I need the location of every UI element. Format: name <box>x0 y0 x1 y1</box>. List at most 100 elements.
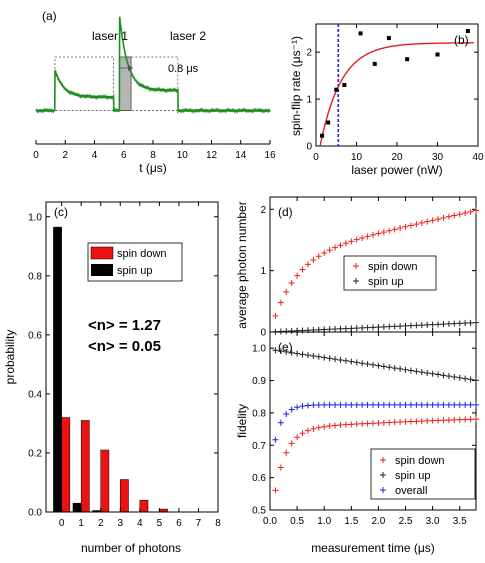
data-point <box>380 229 387 236</box>
bar-spin-down <box>61 417 71 513</box>
x-tick-label: 3.5 <box>453 516 467 527</box>
data-point <box>326 355 333 362</box>
data-point <box>413 368 420 375</box>
plot-frame <box>45 201 219 513</box>
data-point <box>353 325 360 332</box>
data-point <box>272 436 279 443</box>
data-point <box>435 417 442 424</box>
data-point <box>467 319 474 326</box>
data-point <box>386 401 393 408</box>
data-point <box>299 430 306 437</box>
x-tick-label: 30 <box>432 152 444 163</box>
data-point <box>386 419 393 426</box>
data-point <box>283 348 290 355</box>
mean-spin-down: <n> = 1.27 <box>88 317 161 334</box>
data-point <box>435 371 442 378</box>
data-point <box>364 233 371 240</box>
data-point <box>456 320 463 327</box>
data-point <box>413 221 420 228</box>
data-point <box>445 401 452 408</box>
data-point <box>435 52 440 57</box>
data-point <box>397 225 404 232</box>
x-tick-label: 5 <box>157 518 163 529</box>
y-tick-label: 0.8 <box>28 271 42 282</box>
data-point <box>418 369 425 376</box>
x-tick-label: 2.5 <box>399 516 413 527</box>
data-point <box>429 417 436 424</box>
data-point <box>380 323 387 330</box>
data-point <box>326 120 331 125</box>
data-point <box>375 401 382 408</box>
data-point <box>413 418 420 425</box>
data-point <box>326 401 333 408</box>
panel-c: 0 1 2 3 4 5 6 7 8 0.0 0.2 0.4 0.6 0.8 1.0 spin down spin… <box>3 201 221 555</box>
data-point <box>424 417 431 424</box>
data-point <box>429 401 436 408</box>
legend-box <box>370 448 476 500</box>
x-tick-label: 12 <box>206 150 218 161</box>
legend-label-spin-up: spin up <box>368 276 403 288</box>
y-tick-label: 0.5 <box>252 506 266 517</box>
data-point <box>462 320 469 327</box>
data-point <box>407 418 414 425</box>
data-point <box>375 362 382 369</box>
data-point <box>440 214 447 221</box>
data-point <box>418 401 425 408</box>
panel-e: 0.0 0.5 1.0 1.5 2.0 2.5 3.0 3.50.50.60.70.80.91… <box>235 331 479 555</box>
data-point <box>424 321 431 328</box>
panel-label: (b) <box>454 33 469 47</box>
data-point <box>321 354 328 361</box>
data-point <box>456 374 463 381</box>
data-point <box>364 361 371 368</box>
panel-label: (c) <box>54 205 68 219</box>
data-point <box>364 324 371 331</box>
data-point <box>359 324 366 331</box>
x-tick-label: 2 <box>98 518 104 529</box>
data-point <box>332 326 339 333</box>
data-point <box>375 324 382 331</box>
data-point <box>386 323 393 330</box>
data-point <box>348 325 355 332</box>
data-point <box>380 487 386 493</box>
data-point <box>299 266 306 273</box>
x-tick-label: 8 <box>215 518 221 529</box>
x-axis-label: measurement time (μs) <box>311 541 435 555</box>
data-point <box>386 36 391 41</box>
data-point <box>288 440 295 447</box>
legend-label-spin-down: spin down <box>395 455 445 467</box>
data-point <box>440 417 447 424</box>
data-point <box>304 427 311 434</box>
x-tick-label: 1.0 <box>317 516 331 527</box>
data-point <box>353 359 360 366</box>
data-point <box>342 240 349 247</box>
data-point <box>283 411 290 418</box>
data-point <box>342 325 349 332</box>
data-point <box>473 416 479 423</box>
data-point <box>337 401 344 408</box>
data-point <box>364 420 371 427</box>
x-tick-label: 10 <box>351 152 363 163</box>
data-point <box>397 365 404 372</box>
bar-spin-down <box>139 499 149 513</box>
data-point <box>288 328 295 335</box>
y-tick-label: 0 <box>306 142 312 153</box>
data-point <box>332 401 339 408</box>
x-tick-label: 20 <box>391 152 403 163</box>
y-tick-label: 0.4 <box>28 389 42 400</box>
y-tick-label: 0.6 <box>252 473 266 484</box>
data-point <box>372 61 377 66</box>
data-point <box>462 401 469 408</box>
data-point <box>337 356 344 363</box>
legend-swatch-spin-up <box>91 264 113 276</box>
data-point <box>304 402 311 409</box>
data-point <box>451 401 458 408</box>
data-point <box>288 349 295 356</box>
x-axis-label: t (μs) <box>139 161 167 175</box>
mean-spin-up: <n> = 0.05 <box>88 338 161 355</box>
data-point <box>294 404 301 411</box>
data-point <box>435 216 442 223</box>
x-tick-label: 2 <box>62 150 68 161</box>
data-point <box>364 401 371 408</box>
data-point <box>272 312 279 319</box>
y-tick-label: 0.2 <box>28 448 42 459</box>
